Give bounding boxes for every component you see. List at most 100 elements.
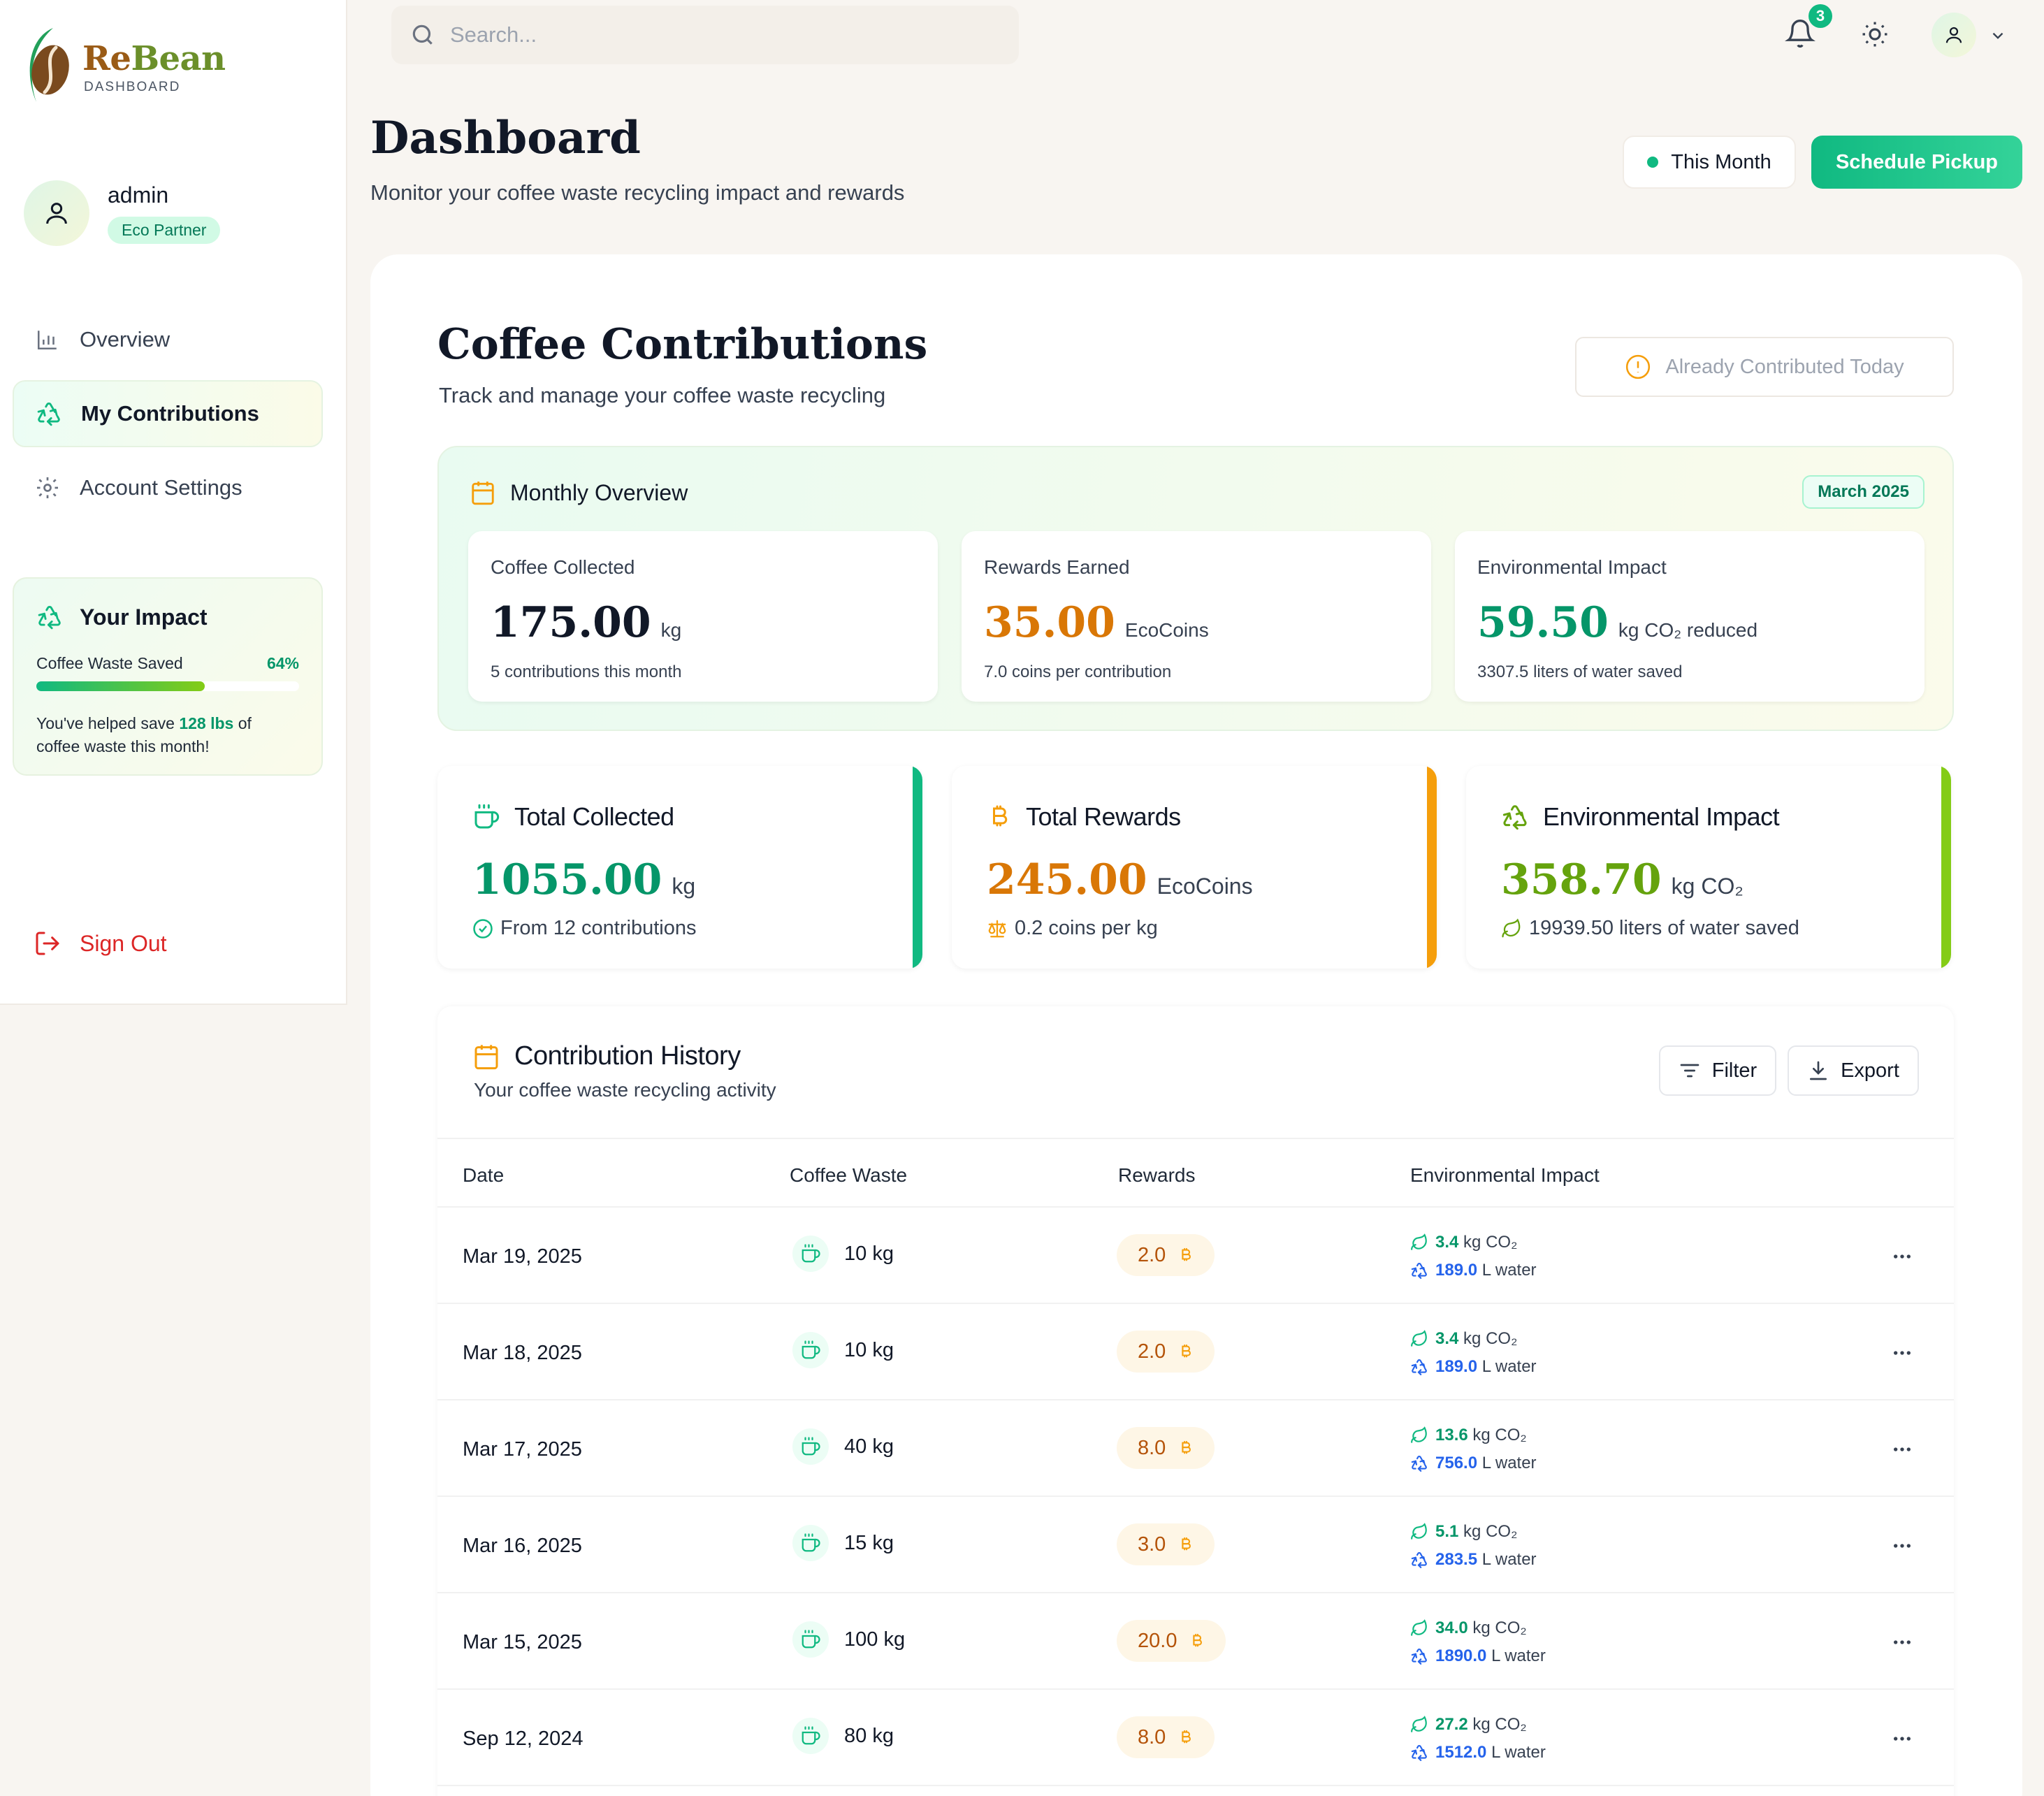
recycle-icon: [1410, 1551, 1428, 1569]
page-subtitle: Monitor your coffee waste recycling impa…: [370, 180, 905, 205]
row-date: Mar 17, 2025: [463, 1438, 582, 1461]
stat-rewards-earned: Rewards Earned 35.00 EcoCoins 7.0 coins …: [962, 531, 1431, 702]
already-contributed-label: Already Contributed Today: [1665, 355, 1904, 378]
row-actions-button[interactable]: [1891, 1728, 1913, 1750]
sidebar-item-my-contributions[interactable]: My Contributions: [13, 380, 323, 447]
row-co2-unit: kg CO₂: [1472, 1426, 1527, 1444]
row-actions-button[interactable]: [1891, 1245, 1913, 1268]
coffee-bean-logo-icon: [29, 28, 69, 102]
total-unit: kg: [672, 874, 696, 899]
filter-button[interactable]: Filter: [1659, 1045, 1776, 1096]
row-actions-button[interactable]: [1891, 1438, 1913, 1461]
more-horizontal-icon: [1894, 1447, 1911, 1451]
row-co2-unit: kg CO₂: [1472, 1715, 1527, 1734]
user-menu-avatar[interactable]: [1931, 13, 1976, 57]
coffee-cup-icon: [792, 1525, 829, 1561]
row-actions-button[interactable]: [1891, 1342, 1913, 1364]
recycle-icon: [1410, 1358, 1428, 1376]
page-title: Dashboard: [370, 112, 641, 164]
period-selector[interactable]: This Month: [1623, 136, 1796, 189]
leaf-icon: [1501, 918, 1522, 939]
row-coffee-waste: 100 kg: [792, 1621, 905, 1658]
row-waste-value: 40 kg: [844, 1435, 894, 1458]
table-row[interactable]: Sep 12, 2024 80 kg 8.0 27.2 kg CO₂: [437, 1690, 1954, 1786]
recycle-icon: [1410, 1647, 1428, 1665]
column-header-date[interactable]: Date: [463, 1164, 505, 1186]
check-circle-icon: [472, 918, 493, 939]
row-date: Sep 12, 2024: [463, 1728, 584, 1750]
row-date: Mar 16, 2025: [463, 1535, 582, 1557]
row-waste-value: 100 kg: [844, 1628, 906, 1651]
sidebar-nav: Overview My Contributions Account Settin…: [13, 306, 323, 528]
total-title: Total Collected: [514, 802, 674, 831]
table-row[interactable]: Mar 19, 2025 10 kg 2.0 3.4 kg CO₂: [437, 1208, 1954, 1304]
recycle-icon: [35, 400, 63, 428]
more-horizontal-icon: [1894, 1737, 1911, 1741]
impact-note: You've helped save 128 lbs of coffee was…: [36, 712, 299, 758]
sign-out-button[interactable]: Sign Out: [34, 929, 167, 957]
impact-note-prefix: You've helped save: [36, 714, 180, 732]
table-row[interactable]: Mar 15, 2025 100 kg 20.0 34.0 kg CO₂: [437, 1593, 1954, 1690]
row-reward-badge: 3.0: [1117, 1523, 1215, 1565]
row-actions-button[interactable]: [1891, 1535, 1913, 1557]
user-menu-toggle[interactable]: [1989, 27, 2007, 45]
table-row[interactable]: Mar 18, 2025 10 kg 2.0 3.4 kg CO₂: [437, 1304, 1954, 1400]
row-reward-value: 2.0: [1138, 1243, 1166, 1266]
row-water-value: 189.0: [1435, 1357, 1478, 1376]
avatar: [24, 180, 89, 246]
leaf-icon: [1410, 1619, 1428, 1637]
coffee-cup-icon: [792, 1428, 829, 1465]
impact-title: Your Impact: [80, 604, 208, 630]
row-reward-badge: 8.0: [1117, 1716, 1215, 1758]
logout-icon: [34, 929, 61, 957]
impact-note-suffix: of coffee waste this month!: [36, 714, 252, 755]
row-co2-unit: kg CO₂: [1463, 1522, 1518, 1541]
stat-value: 175.00: [491, 598, 651, 647]
row-reward-badge: 2.0: [1117, 1234, 1215, 1276]
sidebar-item-account-settings[interactable]: Account Settings: [13, 454, 323, 521]
stat-label: Rewards Earned: [984, 556, 1130, 578]
monthly-overview-title: Monthly Overview: [510, 479, 688, 505]
sidebar-item-overview[interactable]: Overview: [13, 306, 323, 373]
column-header-rewards[interactable]: Rewards: [1118, 1164, 1196, 1186]
calendar-icon: [470, 479, 496, 506]
row-water-value: 283.5: [1435, 1550, 1478, 1569]
stat-label: Coffee Collected: [491, 556, 635, 578]
already-contributed-button[interactable]: Already Contributed Today: [1575, 337, 1954, 397]
total-unit: kg CO₂: [1671, 874, 1744, 899]
total-rewards-card: Total Rewards 245.00 EcoCoins 0.2 coins …: [952, 766, 1437, 969]
table-row[interactable]: Mar 17, 2025 40 kg 8.0 13.6 kg CO₂: [437, 1400, 1954, 1497]
row-coffee-waste: 10 kg: [792, 1332, 894, 1368]
table-row[interactable]: Mar 16, 2025 15 kg 3.0 5.1 kg CO₂: [437, 1497, 1954, 1593]
calendar-icon: [472, 1043, 500, 1071]
row-co2-unit: kg CO₂: [1463, 1233, 1518, 1252]
row-actions-button[interactable]: [1891, 1631, 1913, 1653]
total-value: 1055.00: [472, 855, 662, 904]
sidebar: ReBean DASHBOARD admin Eco Partner Overv…: [0, 0, 347, 1005]
row-water-value: 756.0: [1435, 1454, 1478, 1472]
bitcoin-icon: [1189, 1632, 1205, 1649]
theme-toggle-button[interactable]: [1860, 20, 1890, 49]
total-title: Environmental Impact: [1543, 802, 1780, 831]
search-bar: [391, 6, 1019, 64]
column-header-environmental-impact[interactable]: Environmental Impact: [1410, 1164, 1600, 1186]
brand-logo[interactable]: ReBean DASHBOARD: [22, 24, 226, 113]
total-value: 245.00: [987, 855, 1147, 904]
row-co2-value: 27.2: [1435, 1715, 1468, 1734]
coffee-cup-icon: [792, 1621, 829, 1658]
row-waste-value: 80 kg: [844, 1724, 894, 1747]
total-title: Total Rewards: [1026, 802, 1181, 831]
search-input[interactable]: [450, 22, 995, 48]
row-environmental-impact: 27.2 kg CO₂ 1512.0 L water: [1410, 1711, 1546, 1767]
notifications-button[interactable]: [1785, 17, 1815, 50]
row-coffee-waste: 80 kg: [792, 1718, 894, 1754]
export-button[interactable]: Export: [1788, 1045, 1919, 1096]
stat-note: 3307.5 liters of water saved: [1477, 662, 1683, 681]
row-water-value: 189.0: [1435, 1261, 1478, 1280]
user-badge: Eco Partner: [108, 217, 221, 244]
row-co2-value: 5.1: [1435, 1522, 1459, 1541]
schedule-pickup-button[interactable]: Schedule Pickup: [1811, 136, 2022, 189]
row-co2-unit: kg CO₂: [1463, 1329, 1518, 1348]
total-note: 0.2 coins per kg: [1015, 917, 1158, 939]
column-header-coffee-waste[interactable]: Coffee Waste: [790, 1164, 908, 1186]
